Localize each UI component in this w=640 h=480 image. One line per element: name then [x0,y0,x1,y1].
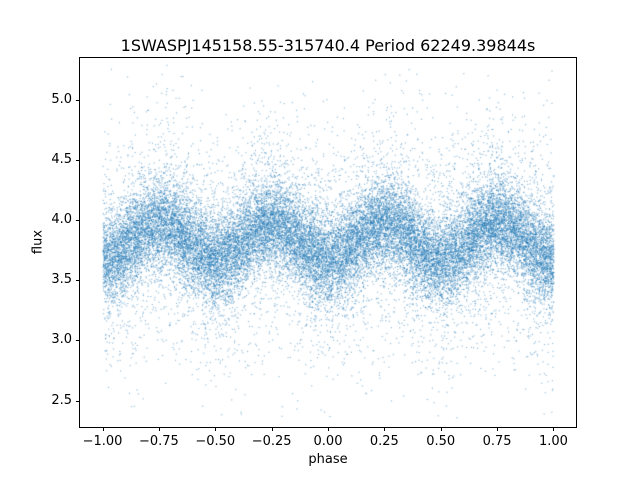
y-tick-mark [76,100,80,102]
x-tick-label: −1.00 [82,434,123,449]
x-tick-mark [328,427,329,431]
x-axis-label: phase [308,452,348,467]
axes [79,57,577,428]
x-tick-mark [271,427,273,431]
x-tick-mark [440,427,442,431]
x-tick-mark [215,427,217,431]
y-axis-label: flux [30,229,46,255]
x-tick-mark [158,427,160,431]
x-tick-mark [553,427,555,431]
x-tick-mark [384,427,386,431]
x-tick-label: 1.00 [538,434,568,449]
x-tick-mark [497,427,499,431]
x-tick-label: −0.50 [195,434,236,449]
y-tick-mark [76,400,80,402]
y-tick-label: 4.0 [51,212,72,227]
y-tick-label: 4.5 [51,151,72,167]
scatter-canvas [80,58,576,427]
x-tick-label: −0.25 [251,434,292,449]
y-tick-mark [76,280,80,282]
y-tick-label: 5.0 [51,91,72,107]
y-tick-mark [76,220,80,222]
x-tick-label: 0.75 [482,434,512,449]
y-tick-label: 3.5 [51,272,72,288]
y-tick-mark [76,340,80,342]
x-tick-label: 0.00 [313,434,343,449]
x-tick-label: 0.25 [369,434,399,449]
y-tick-label: 3.0 [51,332,72,348]
y-tick-label: 2.5 [51,392,72,408]
x-tick-mark [102,427,104,431]
chart-title: 1SWASPJ145158.55-315740.4 Period 62249.3… [120,36,536,55]
x-tick-label: −0.75 [138,434,179,449]
y-tick-mark [76,160,80,162]
x-tick-label: 0.50 [426,434,456,449]
